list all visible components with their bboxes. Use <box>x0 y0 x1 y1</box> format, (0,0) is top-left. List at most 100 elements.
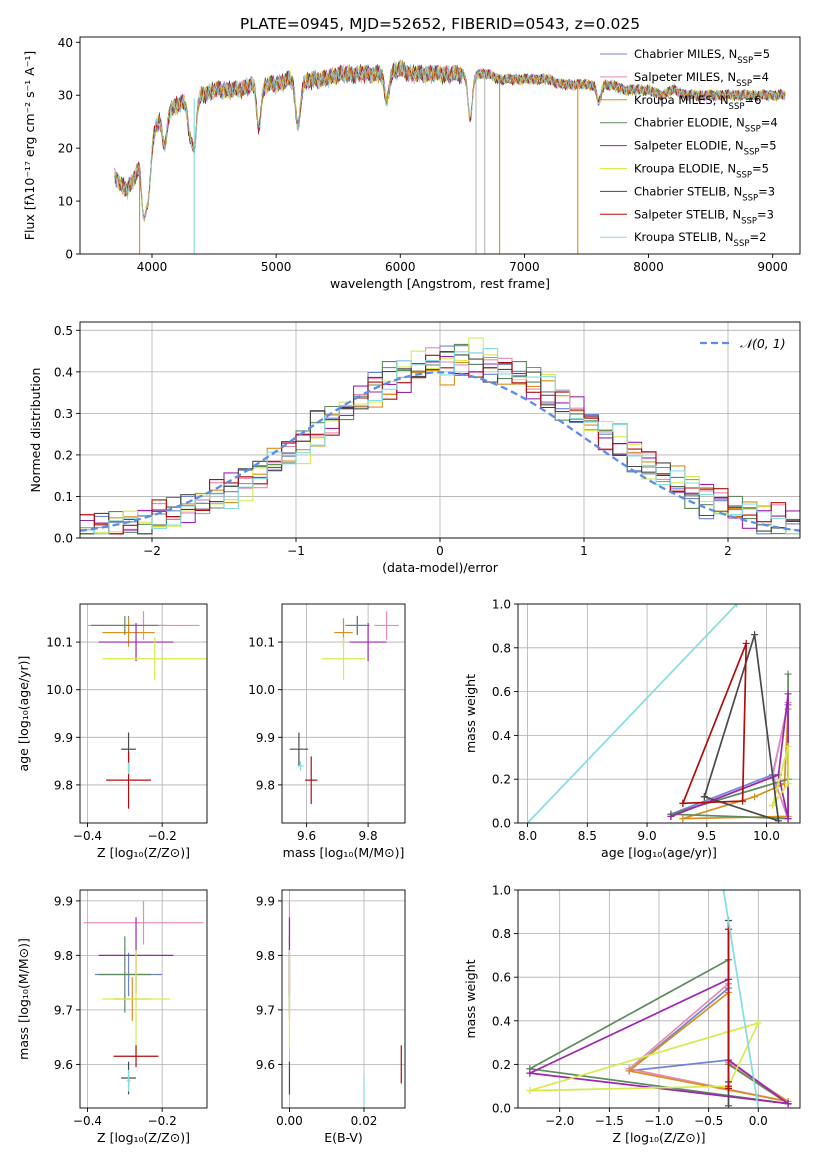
mass-weight-vs-Z-xtick-label: 0.0 <box>749 1114 768 1128</box>
residuals-xtick-label: 0 <box>436 544 444 558</box>
mass-weight-vs-age-marker <box>524 819 532 823</box>
mass-weight-vs-Z-marker <box>725 1084 733 1092</box>
age-vs-mass-point-8 <box>297 761 304 771</box>
mass-weight-vs-age-panel: 8.0 8.5 9.0 9.5 10.0 0.0 0.2 0.4 0.6 0.8 1.0 age [l… <box>463 598 801 860</box>
age-vs-Z-ytick-label: 10.0 <box>46 683 73 697</box>
age-vs-mass-frame <box>281 603 406 824</box>
mass-vs-Z-ytick-label: 9.6 <box>54 1058 73 1072</box>
legend-label: Chabrier MILES, NSSP=5 <box>634 47 770 66</box>
mass-weight-vs-Z-marker <box>725 1102 733 1108</box>
mass-weight-vs-age-marker <box>751 631 759 639</box>
mass-vs-ebv-ytick-label: 9.9 <box>256 894 275 908</box>
spectrum-xtick-label: 6000 <box>385 260 416 274</box>
mass-vs-Z-ytick-label: 9.9 <box>54 894 73 908</box>
legend-label-subscript: SSP <box>737 56 753 66</box>
mass-weight-vs-age-ylabel: mass weight <box>463 674 478 753</box>
mass-weight-vs-age-marker <box>667 812 675 820</box>
mass-weight-vs-age-series-5 <box>771 746 789 806</box>
residuals-ylabel: Normed distribution <box>28 368 43 493</box>
age-vs-Z-xtick-label: −0.2 <box>148 829 177 843</box>
legend-label-nssp: =5 <box>753 47 770 61</box>
legend-label: Salpeter STELIB, NSSP=3 <box>634 207 774 226</box>
mass-vs-Z-panel: −0.4 −0.2 9.6 9.7 9.8 9.9 Z [log₁₀(Z/Z⊙)] mass … <box>16 889 208 1145</box>
residuals-ytick-label: 0.1 <box>54 490 73 504</box>
mass-weight-vs-age-xtick-label: 10.0 <box>753 829 780 843</box>
mass-weight-vs-age-series-7 <box>682 643 748 805</box>
legend-label-name: Salpeter ELODIE, N <box>634 139 744 153</box>
residuals-xtick-label: −1 <box>287 544 305 558</box>
mass-weight-vs-age-xtick-label: 8.0 <box>518 829 537 843</box>
legend-label-name: Salpeter MILES, N <box>634 70 736 84</box>
spectrum-xtick-label: 7000 <box>509 260 540 274</box>
legend-label-subscript: SSP <box>729 102 745 112</box>
spectrum-ytick-label: 10 <box>58 195 73 209</box>
spectrum-series-8 <box>114 60 786 220</box>
residuals-xtick-label: −2 <box>143 544 161 558</box>
spectrum-panel: 4000 5000 6000 7000 8000 9000 0 10 20 30 40 wavelen… <box>22 36 801 291</box>
mass-vs-ebv-xtick-label: 0.00 <box>276 1114 303 1128</box>
mass-weight-vs-age-series-6 <box>703 634 780 823</box>
mass-vs-Z-xtick-label: −0.4 <box>73 1114 102 1128</box>
legend-label-nssp: =5 <box>760 139 777 153</box>
age-vs-Z-point-3 <box>91 615 159 635</box>
mass-weight-vs-Z-ytick-label: 0.8 <box>492 927 511 941</box>
mass-weight-vs-Z-xtick-label: −0.5 <box>694 1114 723 1128</box>
mass-weight-vs-Z-ylabel: mass weight <box>463 959 478 1038</box>
mass-vs-ebv-frame <box>281 889 406 1109</box>
age-vs-mass-point-7 <box>305 756 318 804</box>
spectrum-ylabel: Flux [fλ10⁻¹⁷ erg cm⁻² s⁻¹ A⁻¹] <box>22 51 37 240</box>
legend-label-name: Kroupa STELIB, N <box>634 230 734 244</box>
mass-vs-Z-ylabel: mass [log₁₀(M/M⊙)] <box>16 938 31 1060</box>
age-vs-mass-ytick-label: 10.0 <box>248 683 275 697</box>
mass-weight-vs-Z-marker <box>526 1087 534 1095</box>
mass-weight-vs-Z-panel: −2.0 −1.5 −1.0 −0.5 0.0 0.0 0.2 0.4 0.6 0.8 1.0 Z [… <box>463 884 801 1145</box>
spectrum-ytick-label: 30 <box>58 89 73 103</box>
mass-weight-vs-Z-ytick-label: 0.2 <box>492 1058 511 1072</box>
mass-weight-vs-age-marker <box>700 793 708 801</box>
age-vs-Z-panel: −0.4 −0.2 9.8 9.9 10.0 10.1 Z [log₁₀(Z/Z⊙)] age… <box>16 603 208 860</box>
mass-vs-Z-point-5 <box>102 949 170 1049</box>
age-vs-Z-ytick-label: 9.9 <box>54 731 73 745</box>
legend-label: Salpeter ELODIE, NSSP=5 <box>634 139 777 158</box>
mass-weight-vs-age-ytick-label: 0.8 <box>492 641 511 655</box>
legend-label-subscript: SSP <box>744 148 760 158</box>
mass-weight-vs-age-marker <box>769 801 777 809</box>
mass-weight-vs-age-xtick-label: 9.0 <box>638 829 657 843</box>
histogram-series-2 <box>80 356 800 535</box>
age-vs-Z-ytick-label: 9.8 <box>54 778 73 792</box>
legend-label-nssp: =4 <box>752 70 769 84</box>
residuals-plot-area <box>80 337 800 535</box>
age-vs-Z-plot-area <box>87 611 207 809</box>
legend-label-nssp: =5 <box>752 162 769 176</box>
residuals-ytick-label: 0.0 <box>54 532 73 546</box>
mass-vs-Z-xtick-label: −0.2 <box>148 1114 177 1128</box>
legend-label-name: Salpeter STELIB, N <box>634 207 741 221</box>
legend-label-nssp: =3 <box>757 207 774 221</box>
mass-weight-vs-age-marker <box>679 799 687 807</box>
mass-weight-vs-age-ytick-label: 0.4 <box>492 729 511 743</box>
mass-weight-vs-age-marker <box>774 817 782 823</box>
legend-label-nssp: =3 <box>758 184 775 198</box>
mass-vs-ebv-ytick-label: 9.6 <box>256 1058 275 1072</box>
mass-weight-vs-age-marker <box>733 604 741 608</box>
mass-vs-Z-point-3 <box>98 936 151 1013</box>
histogram-legend-label: 𝒩(0, 1) <box>740 336 786 351</box>
legend-label: Kroupa STELIB, NSSP=2 <box>634 230 766 249</box>
mass-vs-Z-frame <box>79 889 208 1109</box>
mass-weight-vs-Z-ytick-label: 0.6 <box>492 971 511 985</box>
mass-weight-vs-age-series-3 <box>670 674 789 820</box>
legend-label-nssp: =2 <box>749 230 766 244</box>
mass-weight-vs-age-marker <box>751 793 759 801</box>
mass-vs-ebv-plot-area <box>288 900 402 1108</box>
age-vs-mass-point-1 <box>374 611 399 640</box>
mass-weight-vs-age-frame <box>517 603 801 824</box>
mass-vs-Z-point-7 <box>113 1045 159 1068</box>
mass-weight-vs-Z-plot-area <box>526 890 792 1108</box>
legend-label-nssp: =6 <box>744 93 761 107</box>
spectrum-xtick-label: 8000 <box>633 260 664 274</box>
residuals-panel: −2 −1 0 1 2 0.0 0.1 0.2 0.3 0.4 0.5 (data-model)/er… <box>28 321 801 575</box>
age-vs-mass-plot-area <box>289 611 399 804</box>
legend-label-nssp: =4 <box>761 116 778 130</box>
legend-label-subscript: SSP <box>742 193 758 203</box>
